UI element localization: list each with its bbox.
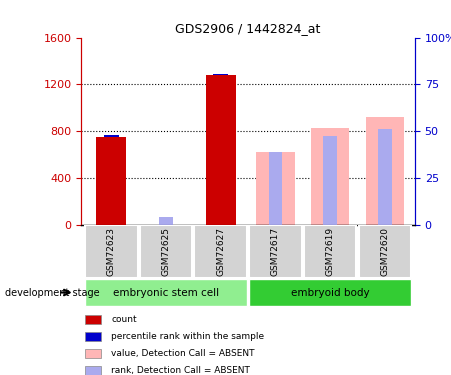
Bar	[311, 128, 349, 225]
Bar	[104, 135, 119, 137]
Bar	[84, 349, 101, 358]
Text: embryonic stem cell: embryonic stem cell	[113, 288, 219, 297]
Bar	[206, 75, 236, 225]
Text: value, Detection Call = ABSENT: value, Detection Call = ABSENT	[111, 349, 255, 358]
Bar	[85, 279, 247, 306]
Text: percentile rank within the sample: percentile rank within the sample	[111, 332, 264, 341]
Bar	[378, 129, 391, 225]
Bar	[85, 225, 138, 278]
Bar	[194, 225, 247, 278]
Bar	[84, 332, 101, 341]
Text: GSM72625: GSM72625	[161, 227, 170, 276]
Bar	[249, 279, 411, 306]
Title: GDS2906 / 1442824_at: GDS2906 / 1442824_at	[175, 22, 321, 35]
Bar	[84, 366, 101, 375]
Bar	[249, 225, 302, 278]
Text: rank, Detection Call = ABSENT: rank, Detection Call = ABSENT	[111, 366, 250, 375]
Bar	[159, 217, 173, 225]
Text: count: count	[111, 315, 137, 324]
Bar	[84, 315, 101, 324]
Bar	[323, 136, 337, 225]
Bar	[304, 225, 356, 278]
Text: GSM72623: GSM72623	[107, 227, 116, 276]
Text: GSM72617: GSM72617	[271, 226, 280, 276]
Bar	[213, 74, 228, 75]
Text: embryoid body: embryoid body	[291, 288, 369, 297]
Bar	[359, 225, 411, 278]
Text: development stage: development stage	[5, 288, 99, 297]
Bar	[140, 225, 192, 278]
Text: GSM72620: GSM72620	[380, 227, 389, 276]
Bar	[96, 137, 126, 225]
Bar	[268, 152, 282, 225]
Bar	[256, 152, 295, 225]
Text: GSM72627: GSM72627	[216, 227, 225, 276]
Bar	[366, 117, 404, 225]
Text: GSM72619: GSM72619	[326, 226, 335, 276]
